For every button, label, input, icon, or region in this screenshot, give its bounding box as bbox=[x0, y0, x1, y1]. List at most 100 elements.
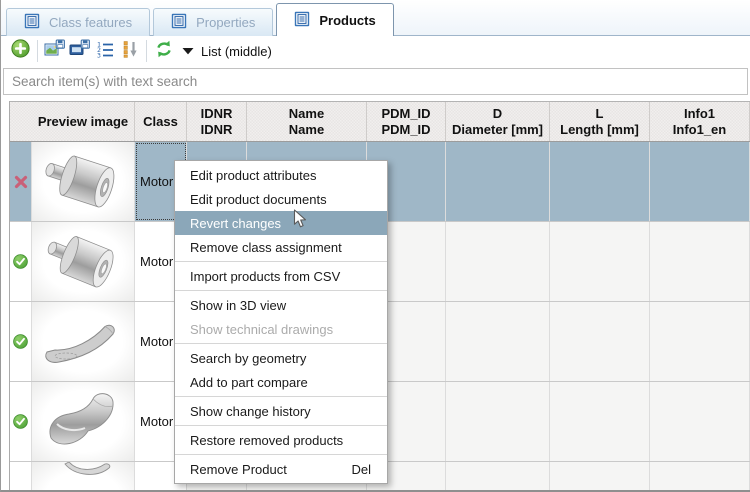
grid-document-icon bbox=[24, 13, 40, 32]
save-document-icon bbox=[69, 39, 90, 64]
menu-item-label: Edit product documents bbox=[190, 191, 327, 207]
save-image-button[interactable] bbox=[42, 39, 67, 64]
menu-item-label: Add to part compare bbox=[190, 374, 308, 390]
grid-document-icon bbox=[294, 11, 310, 30]
preview-image bbox=[32, 462, 135, 490]
header-line1: IDNR bbox=[200, 105, 233, 121]
tab-properties[interactable]: Properties bbox=[153, 8, 274, 36]
menu-item-label: Show technical drawings bbox=[190, 321, 334, 337]
column-header-info1[interactable]: Info1 Info1_en bbox=[650, 102, 750, 141]
save-image-icon bbox=[44, 39, 65, 64]
data-cell bbox=[650, 302, 750, 381]
menu-item-label: Restore removed products bbox=[190, 432, 344, 448]
column-header-pdm-id[interactable]: PDM_ID PDM_ID bbox=[367, 102, 446, 141]
removed-status-icon bbox=[10, 142, 32, 221]
menu-item-search-by-geometry[interactable]: Search by geometry bbox=[175, 346, 387, 370]
menu-separator bbox=[175, 290, 387, 291]
data-cell bbox=[446, 382, 550, 461]
menu-item-add-to-part-compare[interactable]: Add to part compare bbox=[175, 370, 387, 394]
menu-item-restore-removed-products[interactable]: Restore removed products bbox=[175, 428, 387, 452]
column-header-class[interactable]: Class bbox=[135, 102, 187, 141]
tab-class-features[interactable]: Class features bbox=[6, 8, 151, 36]
header-line1: Info1 bbox=[683, 105, 716, 121]
menu-separator bbox=[175, 454, 387, 455]
search-bar bbox=[1, 66, 750, 95]
menu-item-label: Revert changes bbox=[190, 215, 282, 231]
data-cell bbox=[550, 462, 650, 490]
column-header-preview-image[interactable]: Preview image bbox=[32, 102, 135, 141]
menu-item-show-technical-drawings: Show technical drawings bbox=[175, 317, 387, 341]
data-cell bbox=[650, 462, 750, 490]
data-cell bbox=[446, 462, 550, 490]
preview-image bbox=[32, 302, 135, 381]
data-cell bbox=[550, 382, 650, 461]
menu-item-label: Edit product attributes bbox=[190, 167, 317, 183]
header-line1: PDM_ID bbox=[381, 105, 431, 121]
menu-item-remove-class-assignment[interactable]: Remove class assignment bbox=[175, 235, 387, 259]
tab-label: Properties bbox=[196, 15, 256, 30]
context-menu: Edit product attributes Edit product docu… bbox=[174, 160, 388, 484]
tab-label: Products bbox=[319, 12, 376, 28]
header-line1: L bbox=[595, 105, 604, 121]
menu-item-remove-product[interactable]: Remove Product Del bbox=[175, 457, 387, 481]
save-document-button[interactable] bbox=[67, 39, 92, 64]
menu-item-label: Import products from CSV bbox=[190, 268, 341, 284]
tab-products[interactable]: Products bbox=[276, 3, 394, 36]
toolbar-separator bbox=[146, 40, 147, 62]
toolbar-separator bbox=[37, 40, 38, 62]
header-line2: Name bbox=[288, 121, 325, 137]
svg-text:1: 1 bbox=[97, 40, 101, 48]
menu-item-show-in-3d-view[interactable]: Show in 3D view bbox=[175, 293, 387, 317]
status-cell bbox=[10, 462, 32, 490]
data-cell bbox=[650, 142, 750, 221]
data-cell bbox=[446, 142, 550, 221]
grid-document-icon bbox=[171, 13, 187, 32]
view-mode-label: List (middle) bbox=[201, 43, 272, 59]
header-line1: Preview image bbox=[37, 113, 129, 129]
refresh-button[interactable] bbox=[151, 39, 176, 64]
add-product-button[interactable] bbox=[8, 39, 33, 64]
column-header-l[interactable]: L Length [mm] bbox=[550, 102, 650, 141]
header-line2: Info1_en bbox=[672, 121, 727, 137]
sort-descending-button[interactable] bbox=[117, 39, 142, 64]
table-header-row: Preview image Class IDNR IDNR Name Name PDM_ID… bbox=[10, 101, 750, 142]
menu-item-import-products-from-csv[interactable]: Import products from CSV bbox=[175, 264, 387, 288]
menu-separator bbox=[175, 343, 387, 344]
data-cell bbox=[550, 222, 650, 301]
header-line2: IDNR bbox=[200, 121, 233, 137]
column-header-name[interactable]: Name Name bbox=[247, 102, 367, 141]
column-header-idnr[interactable]: IDNR IDNR bbox=[187, 102, 247, 141]
menu-item-label: Show in 3D view bbox=[190, 297, 287, 313]
menu-item-edit-product-documents[interactable]: Edit product documents bbox=[175, 187, 387, 211]
search-input[interactable] bbox=[3, 68, 748, 95]
ok-status-icon bbox=[10, 382, 32, 461]
dropdown-arrow-icon bbox=[182, 42, 194, 60]
tab-bar: Class features Properties Products bbox=[1, 0, 750, 36]
add-product-icon bbox=[11, 39, 30, 63]
menu-item-show-change-history[interactable]: Show change history bbox=[175, 399, 387, 423]
menu-item-label: Remove Product bbox=[190, 461, 287, 477]
data-cell bbox=[650, 222, 750, 301]
svg-text:2: 2 bbox=[97, 46, 101, 54]
svg-text:3: 3 bbox=[97, 51, 101, 58]
menu-separator bbox=[175, 261, 387, 262]
tab-label: Class features bbox=[49, 15, 133, 30]
column-header-d[interactable]: D Diameter [mm] bbox=[446, 102, 550, 141]
view-mode-selector[interactable]: List (middle) bbox=[182, 42, 272, 60]
data-cell bbox=[446, 302, 550, 381]
header-line2: Length [mm] bbox=[560, 121, 639, 137]
preview-image bbox=[32, 382, 135, 461]
menu-item-revert-changes[interactable]: Revert changes bbox=[175, 211, 387, 235]
column-header-status[interactable] bbox=[10, 102, 32, 141]
menu-item-label: Search by geometry bbox=[190, 350, 307, 366]
menu-separator bbox=[175, 425, 387, 426]
sort-descending-icon bbox=[121, 40, 139, 63]
refresh-icon bbox=[154, 40, 174, 63]
header-line2: PDM_ID bbox=[381, 121, 431, 137]
header-line2: Diameter [mm] bbox=[451, 121, 544, 137]
data-cell bbox=[550, 142, 650, 221]
menu-item-edit-product-attributes[interactable]: Edit product attributes bbox=[175, 163, 387, 187]
data-cell bbox=[446, 222, 550, 301]
